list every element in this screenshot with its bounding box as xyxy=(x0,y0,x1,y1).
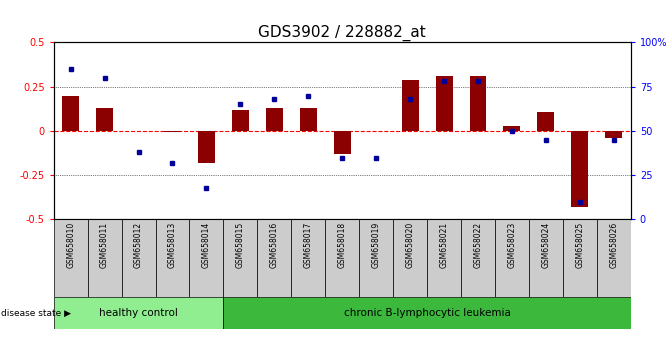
Bar xyxy=(164,131,181,132)
Bar xyxy=(495,219,529,297)
Text: GSM658015: GSM658015 xyxy=(236,222,245,268)
Text: chronic B-lymphocytic leukemia: chronic B-lymphocytic leukemia xyxy=(344,308,511,318)
Bar xyxy=(563,219,597,297)
Text: GSM658011: GSM658011 xyxy=(100,222,109,268)
Text: GSM658013: GSM658013 xyxy=(168,222,177,268)
Text: GSM658010: GSM658010 xyxy=(66,222,75,268)
Bar xyxy=(156,219,189,297)
Bar xyxy=(461,219,495,297)
Bar xyxy=(291,219,325,297)
Text: GSM658022: GSM658022 xyxy=(474,222,482,268)
Bar xyxy=(571,131,588,207)
Text: GSM658018: GSM658018 xyxy=(338,222,347,268)
Text: GSM658016: GSM658016 xyxy=(270,222,279,268)
Text: disease state ▶: disease state ▶ xyxy=(1,309,71,318)
Bar xyxy=(198,131,215,163)
Bar xyxy=(529,219,563,297)
Bar xyxy=(223,219,258,297)
Bar xyxy=(470,76,486,131)
Text: GSM658014: GSM658014 xyxy=(202,222,211,268)
Bar xyxy=(435,76,452,131)
Bar xyxy=(121,219,156,297)
Bar xyxy=(605,131,622,138)
Bar xyxy=(333,131,351,154)
Text: GSM658025: GSM658025 xyxy=(575,222,584,268)
Bar xyxy=(427,219,461,297)
Bar xyxy=(597,219,631,297)
Bar xyxy=(54,297,223,329)
Bar xyxy=(359,219,393,297)
Bar xyxy=(62,96,79,131)
Text: GSM658026: GSM658026 xyxy=(609,222,618,268)
Bar xyxy=(232,110,249,131)
Text: GSM658021: GSM658021 xyxy=(440,222,448,268)
Title: GDS3902 / 228882_at: GDS3902 / 228882_at xyxy=(258,25,426,41)
Bar xyxy=(325,219,359,297)
Bar xyxy=(88,219,121,297)
Bar xyxy=(393,219,427,297)
Text: GSM658020: GSM658020 xyxy=(405,222,415,268)
Text: GSM658017: GSM658017 xyxy=(304,222,313,268)
Text: GSM658024: GSM658024 xyxy=(541,222,550,268)
Bar xyxy=(300,108,317,131)
Bar xyxy=(54,219,88,297)
Bar xyxy=(189,219,223,297)
Bar xyxy=(223,297,631,329)
Bar xyxy=(402,80,419,131)
Bar xyxy=(266,108,282,131)
Bar xyxy=(258,219,291,297)
Text: GSM658019: GSM658019 xyxy=(372,222,380,268)
Text: healthy control: healthy control xyxy=(99,308,178,318)
Text: GSM658023: GSM658023 xyxy=(507,222,517,268)
Bar xyxy=(537,112,554,131)
Bar xyxy=(96,108,113,131)
Bar xyxy=(503,126,521,131)
Text: GSM658012: GSM658012 xyxy=(134,222,143,268)
